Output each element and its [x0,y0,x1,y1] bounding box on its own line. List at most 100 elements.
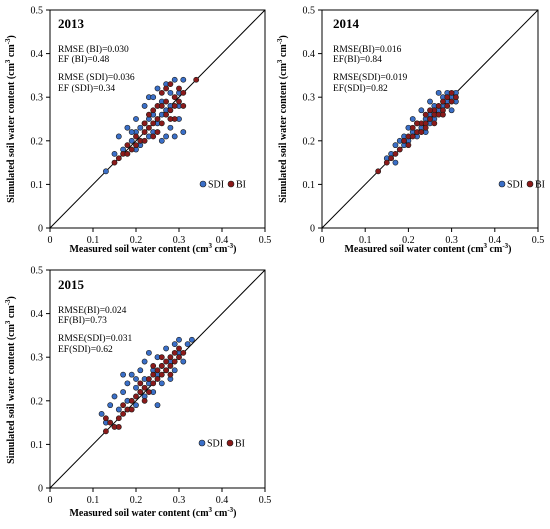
stat-label: EF(SDI)=0.82 [333,83,388,94]
point-sdi [150,94,157,101]
point-bi [180,89,187,96]
point-sdi [188,336,195,343]
legend-marker-bi [226,439,234,447]
point-bi [107,419,114,426]
x-tick-label: 0.5 [259,495,272,506]
x-tick-label: 0.1 [87,495,100,506]
y-tick-label: 0.3 [31,353,44,364]
point-bi [396,146,403,153]
x-tick-label: 0.2 [402,235,415,246]
point-bi [176,85,182,92]
legend-label-sdi: SDI [208,180,224,191]
point-sdi [128,371,135,378]
point-bi [171,94,178,101]
y-axis-title: Simulated soil water content (cm3 cm-3) [4,296,17,464]
point-bi [414,120,420,127]
point-sdi [133,384,139,391]
plot-frame [321,9,539,229]
point-bi [422,111,429,118]
point-bi [167,107,174,114]
y-tick-label: 0 [38,484,43,495]
x-axis-title: Measured soil water content (cm3 cm-3) [69,506,236,519]
stat-label: EF(SDI)=0.62 [58,344,113,355]
chart-panel-2014: 0 0.1 0.2 0.3 0.4 0.5 0 0.1 0.2 0.3 0.4 0.5 Measured… [276,6,545,256]
legend-marker-bi [526,180,534,188]
point-bi [448,89,455,96]
y-tick-label: 0.2 [31,136,44,147]
legend-label-bi: BI [236,180,246,191]
point-bi [383,159,390,166]
stat-label: RMSE(SDI)=0.019 [333,72,407,83]
x-tick-label: 0 [320,235,325,246]
point-bi [120,402,126,409]
point-sdi [115,133,122,140]
y-tick-label: 0.4 [31,309,44,320]
legend-marker-bi [227,180,235,188]
stat-label: RMSE(BI)=0.016 [333,44,402,55]
point-bi [440,98,446,105]
legend-label-sdi: SDI [207,439,223,450]
point-bi [158,371,165,378]
point-bi [176,354,182,361]
legend-marker-sdi [198,439,206,447]
point-bi [141,129,148,135]
point-sdi [133,402,139,409]
point-sdi [154,402,161,409]
point-bi [409,124,416,131]
point-bi [150,133,157,140]
y-tick-label: 0.3 [303,93,316,104]
point-bi [167,116,174,122]
point-bi [120,410,126,417]
y-tick-label: 0.1 [31,440,44,451]
y-tick-label: 0.3 [31,93,44,104]
point-bi [115,424,122,430]
plot-frame [49,269,266,489]
point-sdi [392,159,399,166]
x-tick-label: 0 [48,235,53,246]
point-bi [137,380,144,387]
point-bi [440,111,446,118]
point-bi [158,354,165,361]
point-bi [418,129,425,135]
y-axis-title: Simulated soil water content (cm3 cm-3) [4,35,17,203]
point-bi [427,107,433,114]
panel-year-label: 2013 [58,16,85,31]
panel-year-label: 2014 [333,16,360,31]
point-bi [167,354,174,361]
point-bi [128,397,135,404]
point-bi [111,159,118,166]
legend-marker-sdi [498,180,506,188]
point-bi [176,345,182,352]
point-bi [150,120,157,127]
point-bi [150,380,157,387]
y-tick-label: 0 [310,224,315,235]
point-sdi [392,142,399,149]
stat-label: RMSE(BI)=0.024 [58,305,127,316]
point-sdi [180,76,187,83]
point-bi [444,103,451,109]
point-bi [193,76,200,83]
point-sdi [120,371,126,378]
point-bi [388,155,395,162]
point-bi [145,111,152,118]
x-tick-label: 0.2 [130,495,143,506]
point-sdi [448,107,455,114]
point-sdi [163,345,169,352]
point-bi [405,142,412,149]
point-bi [115,415,122,422]
point-bi [163,358,169,365]
y-tick-label: 0.4 [303,49,316,60]
point-bi [167,81,174,88]
point-sdi [133,376,139,382]
point-sdi [128,129,135,135]
stat-label: RMSE (BI)=0.030 [58,44,129,55]
point-sdi [171,76,178,83]
point-sdi [128,137,135,144]
stat-label: RMSE (SDI)=0.036 [58,72,135,83]
x-tick-label: 0.3 [173,235,186,246]
chart-panel-2013: 0 0.1 0.2 0.3 0.4 0.5 0 0.1 0.2 0.3 0.4 0.5 Measured… [4,6,271,256]
point-bi [158,103,165,109]
point-sdi [141,103,148,109]
point-bi [167,363,174,369]
point-sdi [103,168,109,175]
